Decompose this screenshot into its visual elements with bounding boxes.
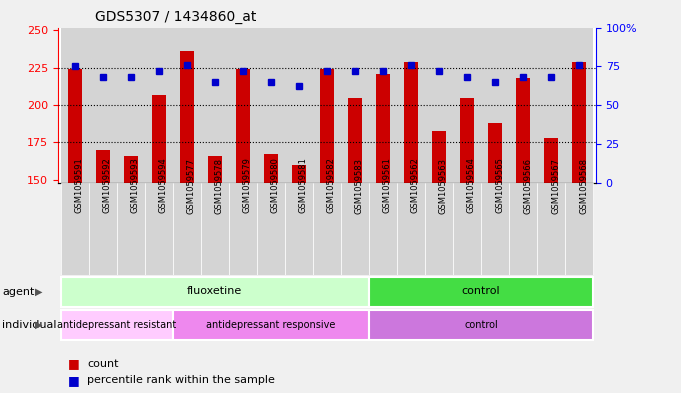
Text: GSM1059565: GSM1059565: [495, 158, 504, 213]
Text: antidepressant responsive: antidepressant responsive: [206, 320, 336, 330]
Bar: [229, 28, 257, 183]
Bar: [565, 28, 593, 183]
Text: antidepressant resistant: antidepressant resistant: [57, 320, 176, 330]
Bar: [152, 95, 165, 183]
Bar: [425, 28, 453, 183]
Bar: [432, 130, 446, 183]
Bar: [145, 28, 173, 183]
Bar: [208, 156, 222, 183]
Text: agent: agent: [2, 287, 35, 297]
Bar: [229, 183, 257, 275]
Bar: [180, 51, 194, 183]
Bar: [572, 62, 586, 183]
Bar: [397, 28, 425, 183]
Bar: [341, 28, 369, 183]
Text: ▶: ▶: [35, 287, 43, 297]
Bar: [509, 183, 537, 275]
Text: GSM1059562: GSM1059562: [411, 158, 420, 213]
Bar: [425, 183, 453, 275]
Text: ■: ■: [68, 357, 80, 370]
Text: GSM1059561: GSM1059561: [383, 158, 392, 213]
Text: GSM1059593: GSM1059593: [131, 158, 140, 213]
Bar: [257, 28, 285, 183]
Bar: [67, 69, 82, 183]
Text: GSM1059583: GSM1059583: [355, 158, 364, 213]
Bar: [544, 138, 558, 183]
Text: control: control: [462, 286, 501, 296]
Bar: [376, 74, 390, 183]
Bar: [173, 183, 201, 275]
Bar: [61, 183, 89, 275]
Bar: [341, 183, 369, 275]
Bar: [397, 183, 425, 275]
Text: GSM1059580: GSM1059580: [271, 158, 280, 213]
Text: GDS5307 / 1434860_at: GDS5307 / 1434860_at: [95, 10, 257, 24]
Bar: [369, 310, 593, 340]
Text: GSM1059577: GSM1059577: [187, 158, 195, 213]
Bar: [201, 28, 229, 183]
Bar: [481, 183, 509, 275]
Bar: [565, 183, 593, 275]
Bar: [257, 183, 285, 275]
Bar: [537, 183, 565, 275]
Bar: [320, 69, 334, 183]
Bar: [481, 28, 509, 183]
Text: count: count: [87, 358, 118, 369]
Bar: [313, 28, 341, 183]
Bar: [285, 183, 313, 275]
Bar: [61, 277, 369, 307]
Bar: [369, 183, 397, 275]
Bar: [348, 98, 362, 183]
Bar: [61, 310, 173, 340]
Bar: [173, 28, 201, 183]
Bar: [116, 28, 145, 183]
Bar: [369, 28, 397, 183]
Bar: [516, 78, 530, 183]
Bar: [453, 183, 481, 275]
Bar: [509, 28, 537, 183]
Bar: [488, 123, 502, 183]
Bar: [460, 98, 474, 183]
Bar: [537, 28, 565, 183]
Bar: [292, 165, 306, 183]
Bar: [285, 28, 313, 183]
Bar: [201, 183, 229, 275]
Text: GSM1059566: GSM1059566: [523, 158, 532, 213]
Bar: [124, 156, 138, 183]
Text: GSM1059582: GSM1059582: [327, 158, 336, 213]
Text: GSM1059591: GSM1059591: [75, 158, 84, 213]
Bar: [145, 183, 173, 275]
Text: GSM1059564: GSM1059564: [467, 158, 476, 213]
Bar: [96, 150, 110, 183]
Text: control: control: [464, 320, 498, 330]
Text: GSM1059567: GSM1059567: [551, 158, 560, 213]
Text: fluoxetine: fluoxetine: [187, 286, 242, 296]
Text: GSM1059568: GSM1059568: [579, 158, 588, 213]
Bar: [116, 183, 145, 275]
Bar: [404, 62, 418, 183]
Text: GSM1059581: GSM1059581: [299, 158, 308, 213]
Bar: [89, 183, 116, 275]
Text: individual: individual: [2, 320, 57, 330]
Text: GSM1059578: GSM1059578: [215, 158, 224, 213]
Text: ▶: ▶: [35, 320, 43, 330]
Text: GSM1059579: GSM1059579: [243, 158, 252, 213]
Bar: [313, 183, 341, 275]
Bar: [264, 154, 278, 183]
Bar: [369, 277, 593, 307]
Bar: [453, 28, 481, 183]
Bar: [173, 310, 369, 340]
Bar: [89, 28, 116, 183]
Bar: [61, 28, 89, 183]
Text: GSM1059592: GSM1059592: [103, 158, 112, 213]
Text: ■: ■: [68, 374, 80, 387]
Text: GSM1059594: GSM1059594: [159, 158, 168, 213]
Bar: [236, 69, 250, 183]
Text: percentile rank within the sample: percentile rank within the sample: [87, 375, 275, 386]
Text: GSM1059563: GSM1059563: [439, 158, 448, 213]
